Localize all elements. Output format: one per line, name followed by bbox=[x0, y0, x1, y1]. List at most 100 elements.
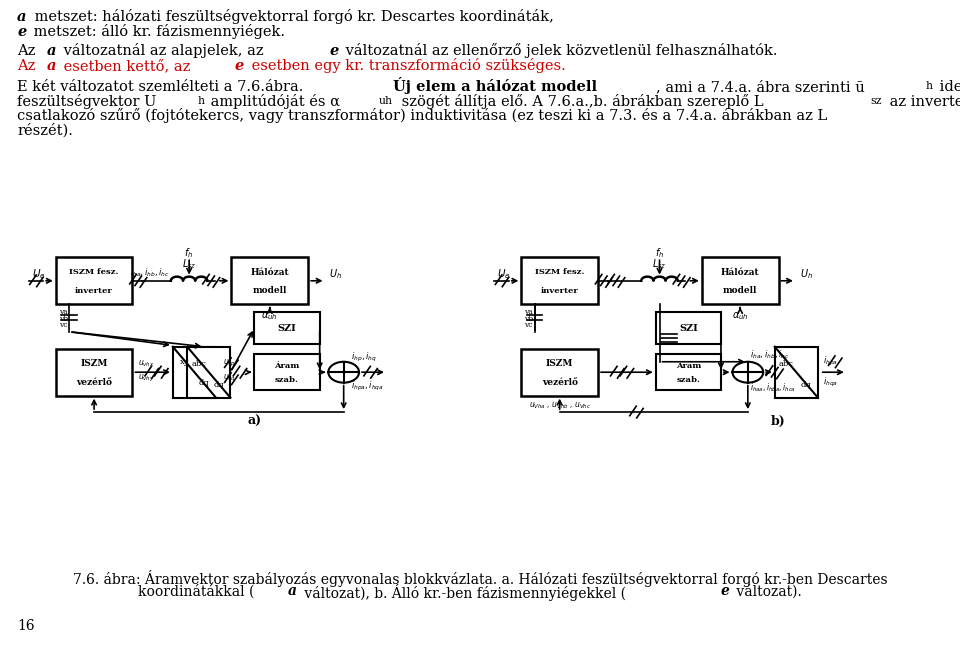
Text: változat).: változat). bbox=[732, 584, 802, 599]
Text: csatlakozó szűrő (fojtótekercs, vagy transzformátor) induktivitása (ez teszi ki : csatlakozó szűrő (fojtótekercs, vagy tra… bbox=[17, 108, 828, 123]
Text: változatnál az alapjelek, az: változatnál az alapjelek, az bbox=[60, 43, 269, 58]
Text: feszültségvektor U: feszültségvektor U bbox=[17, 94, 156, 109]
Text: ISZM fesz.: ISZM fesz. bbox=[69, 268, 119, 276]
Text: sz: sz bbox=[870, 96, 881, 106]
Text: e: e bbox=[721, 584, 730, 598]
Text: h: h bbox=[925, 82, 932, 91]
Text: $L_{sz}$: $L_{sz}$ bbox=[652, 257, 667, 272]
Text: $i_{ha},i_{hb},i_{hc}$: $i_{ha},i_{hb},i_{hc}$ bbox=[750, 349, 789, 362]
FancyBboxPatch shape bbox=[521, 349, 598, 396]
Text: Az: Az bbox=[17, 59, 40, 73]
Text: Új elem a hálózat modell: Új elem a hálózat modell bbox=[393, 78, 597, 95]
Text: dq: dq bbox=[801, 381, 811, 389]
FancyBboxPatch shape bbox=[775, 347, 818, 398]
Text: vb: vb bbox=[524, 315, 534, 323]
Text: $L_{sz}$: $L_{sz}$ bbox=[181, 257, 197, 272]
Text: ISZM: ISZM bbox=[546, 359, 573, 368]
Text: Áram: Áram bbox=[676, 362, 701, 370]
Text: e: e bbox=[329, 44, 339, 58]
Text: SZI: SZI bbox=[679, 324, 698, 332]
Text: változat), b. Álló kr.-ben fázismennyiégekkel (: változat), b. Álló kr.-ben fázismennyiég… bbox=[300, 584, 626, 601]
Text: , ami a 7.4.a. ábra szerinti ū: , ami a 7.4.a. ábra szerinti ū bbox=[656, 80, 865, 95]
Text: $U_h$: $U_h$ bbox=[329, 267, 343, 281]
Text: esetben egy kr. transzformáció szükséges.: esetben egy kr. transzformáció szükséges… bbox=[247, 58, 565, 73]
Text: metszet: hálózati feszültségvektorral forgó kr. Descartes koordináták,: metszet: hálózati feszültségvektorral fo… bbox=[30, 9, 553, 24]
FancyBboxPatch shape bbox=[56, 257, 132, 304]
Text: a: a bbox=[288, 584, 298, 598]
Text: e: e bbox=[234, 59, 244, 73]
Text: vc: vc bbox=[59, 321, 67, 329]
Text: az inverterhez közvetlenül: az inverterhez közvetlenül bbox=[885, 95, 960, 109]
Text: b): b) bbox=[770, 415, 785, 428]
Text: xy: xy bbox=[180, 358, 189, 366]
Text: $U_e$: $U_e$ bbox=[32, 267, 45, 281]
Text: Az: Az bbox=[17, 44, 40, 58]
FancyBboxPatch shape bbox=[187, 347, 230, 398]
Text: ISZM: ISZM bbox=[81, 359, 108, 368]
FancyBboxPatch shape bbox=[656, 311, 721, 345]
Text: $u_{vhx}$: $u_{vhx}$ bbox=[138, 358, 155, 369]
Text: $i_{haa},i_{hba},i_{hca}$: $i_{haa},i_{hba},i_{hca}$ bbox=[750, 381, 796, 394]
FancyBboxPatch shape bbox=[56, 349, 132, 396]
Text: dq: dq bbox=[213, 381, 224, 389]
Text: $f_h$: $f_h$ bbox=[184, 246, 194, 261]
Text: va: va bbox=[524, 308, 533, 316]
Text: változatnál az ellenőrző jelek közvetlenül felhasználhatók.: változatnál az ellenőrző jelek közvetlen… bbox=[341, 43, 778, 58]
Text: szab.: szab. bbox=[677, 376, 700, 384]
Text: amplitúdóját és α: amplitúdóját és α bbox=[206, 94, 340, 109]
Text: h: h bbox=[197, 96, 204, 106]
Text: koordinátákkal (: koordinátákkal ( bbox=[138, 584, 254, 599]
Text: modell: modell bbox=[723, 286, 757, 295]
Text: abc: abc bbox=[779, 360, 794, 368]
FancyBboxPatch shape bbox=[702, 257, 779, 304]
Text: inverter: inverter bbox=[75, 287, 113, 295]
Text: dq: dq bbox=[199, 379, 209, 387]
FancyBboxPatch shape bbox=[521, 257, 598, 304]
Text: Hálózat: Hálózat bbox=[251, 268, 289, 277]
Text: $i_{ha},i_{hb},i_{hc}$: $i_{ha},i_{hb},i_{hc}$ bbox=[130, 266, 170, 279]
Text: $i_{hp},i_{hq}$: $i_{hp},i_{hq}$ bbox=[351, 351, 377, 364]
Text: Áram: Áram bbox=[275, 362, 300, 370]
Text: vb: vb bbox=[59, 315, 68, 323]
Text: $i_{hpa}$: $i_{hpa}$ bbox=[823, 355, 838, 368]
FancyBboxPatch shape bbox=[656, 354, 721, 390]
Text: 16: 16 bbox=[17, 620, 35, 633]
Text: vc: vc bbox=[524, 321, 533, 329]
Text: $U_h$: $U_h$ bbox=[800, 267, 813, 281]
Text: $u_{vp}$: $u_{vp}$ bbox=[223, 358, 236, 369]
Text: a: a bbox=[47, 59, 57, 73]
Text: abc: abc bbox=[191, 360, 206, 368]
Text: $u_{vq}$: $u_{vq}$ bbox=[223, 374, 236, 384]
Text: a): a) bbox=[248, 415, 261, 428]
Text: 7.6. ábra: Áramvektor szabályozás egyvonalas blokkvázlata. a. Hálózati feszültsé: 7.6. ábra: Áramvektor szabályozás egyvon… bbox=[73, 570, 887, 587]
FancyBboxPatch shape bbox=[231, 257, 308, 304]
Text: ideális hálózati: ideális hálózati bbox=[934, 80, 960, 95]
Text: részét).: részét). bbox=[17, 123, 73, 138]
Text: uh: uh bbox=[379, 96, 393, 106]
Text: Hálózat: Hálózat bbox=[721, 268, 759, 277]
Text: modell: modell bbox=[252, 286, 287, 295]
Text: $\alpha_{uh}$: $\alpha_{uh}$ bbox=[732, 310, 749, 322]
Text: E két változatot szemlélteti a 7.6.ábra.: E két változatot szemlélteti a 7.6.ábra. bbox=[17, 80, 308, 95]
Text: szab.: szab. bbox=[276, 376, 299, 384]
Text: ISZM fesz.: ISZM fesz. bbox=[535, 268, 585, 276]
FancyBboxPatch shape bbox=[173, 347, 216, 398]
Text: esetben kettő, az: esetben kettő, az bbox=[60, 59, 195, 73]
Text: e: e bbox=[17, 25, 27, 39]
Text: metszet: álló kr. fázismennyiégek.: metszet: álló kr. fázismennyiégek. bbox=[29, 24, 285, 39]
Text: szögét állítja elő. A 7.6.a.,b. ábrákban szereplő L: szögét állítja elő. A 7.6.a.,b. ábrákban… bbox=[397, 94, 764, 109]
FancyBboxPatch shape bbox=[254, 311, 320, 345]
Text: inverter: inverter bbox=[540, 287, 579, 295]
Text: a: a bbox=[47, 44, 57, 58]
Text: $f_h$: $f_h$ bbox=[655, 246, 664, 261]
Text: SZI: SZI bbox=[277, 324, 297, 332]
Text: $U_e$: $U_e$ bbox=[497, 267, 511, 281]
Text: va: va bbox=[59, 308, 67, 316]
Text: vezérlő: vezérlő bbox=[541, 377, 578, 387]
Text: $i_{hpa},i_{hqa}$: $i_{hpa},i_{hqa}$ bbox=[351, 380, 384, 393]
Text: vezérlő: vezérlő bbox=[76, 377, 112, 387]
FancyBboxPatch shape bbox=[254, 354, 320, 390]
Text: $u_{Vha}$ , $u_{Vhb}$ , $u_{Vhc}$: $u_{Vha}$ , $u_{Vhb}$ , $u_{Vhc}$ bbox=[529, 401, 590, 411]
Text: $i_{hqa}$: $i_{hqa}$ bbox=[823, 376, 838, 389]
Text: $u_{vhy}$: $u_{vhy}$ bbox=[138, 374, 155, 384]
